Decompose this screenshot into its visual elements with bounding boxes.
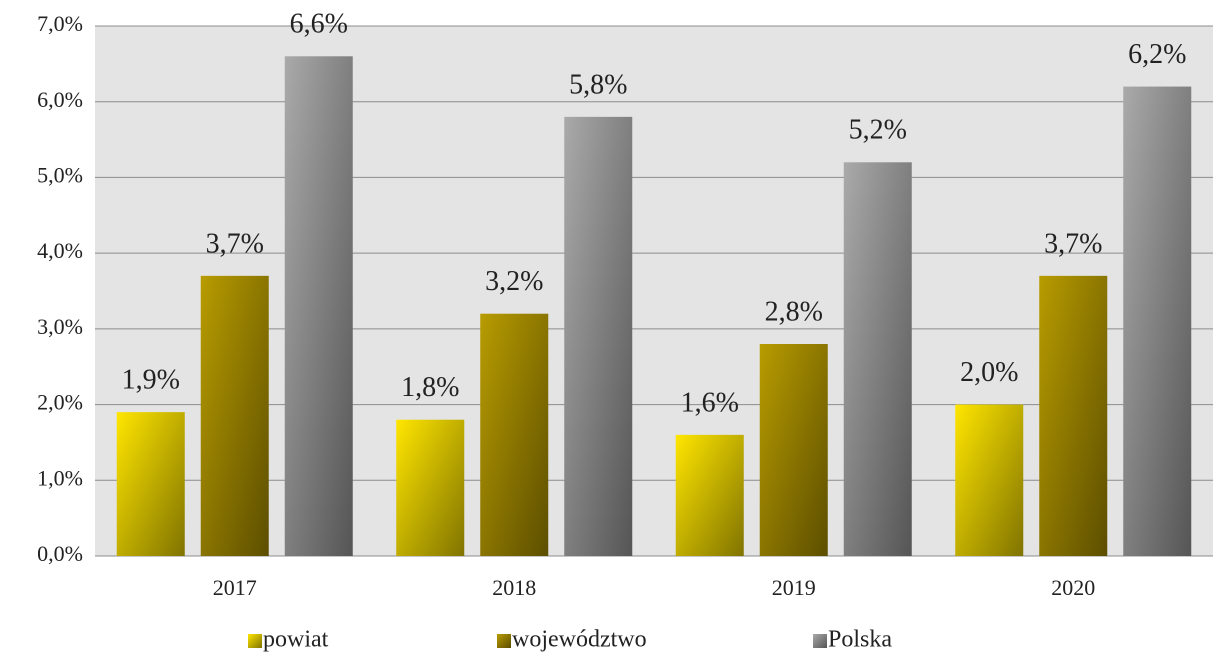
legend-label: województwo — [512, 627, 647, 653]
bar — [200, 275, 269, 556]
y-tick-label: 3,0% — [37, 314, 83, 339]
legend-swatch — [813, 634, 827, 648]
bar — [284, 56, 353, 557]
data-label: 5,8% — [569, 69, 627, 100]
data-label: 3,7% — [206, 228, 264, 259]
bar — [955, 404, 1024, 556]
bar — [1123, 86, 1192, 557]
y-tick-label: 7,0% — [37, 11, 83, 36]
x-tick-label: 2017 — [213, 575, 257, 600]
data-label: 5,2% — [849, 115, 907, 146]
y-tick-label: 0,0% — [37, 541, 83, 566]
legend-swatch — [248, 634, 262, 648]
data-label: 1,8% — [401, 372, 459, 403]
data-label: 6,6% — [290, 9, 348, 40]
bar — [116, 412, 185, 556]
data-label: 1,6% — [681, 387, 739, 418]
bar — [480, 313, 549, 556]
y-tick-label: 5,0% — [37, 162, 83, 187]
y-tick-label: 1,0% — [37, 465, 83, 490]
bar — [759, 344, 828, 556]
data-label: 3,2% — [485, 266, 543, 297]
bar — [396, 419, 465, 556]
data-label: 2,0% — [960, 357, 1018, 388]
bar — [843, 162, 912, 557]
bar — [564, 116, 633, 556]
data-label: 3,7% — [1044, 228, 1102, 259]
legend-label: powiat — [263, 627, 329, 653]
legend-swatch — [497, 634, 511, 648]
x-tick-label: 2020 — [1051, 575, 1095, 600]
x-tick-label: 2019 — [772, 575, 816, 600]
y-tick-label: 4,0% — [37, 238, 83, 263]
plot-area — [95, 26, 1213, 556]
y-tick-label: 6,0% — [37, 87, 83, 112]
data-label: 6,2% — [1128, 39, 1186, 70]
bar — [675, 434, 744, 556]
y-tick-label: 2,0% — [37, 390, 83, 415]
data-label: 1,9% — [122, 365, 180, 396]
legend-label: Polska — [828, 627, 892, 653]
bar — [1039, 275, 1108, 556]
x-tick-label: 2018 — [492, 575, 536, 600]
data-label: 2,8% — [765, 296, 823, 327]
